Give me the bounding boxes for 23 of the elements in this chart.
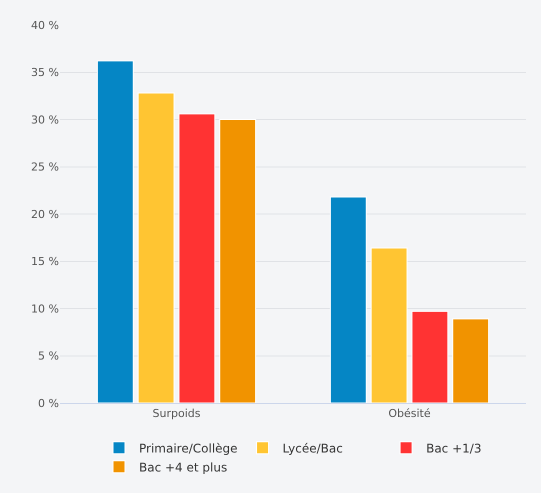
bar: [178, 113, 216, 403]
y-tick-label: 20 %: [31, 208, 59, 221]
y-tick-label: 5 %: [38, 350, 59, 363]
bar: [330, 196, 367, 403]
legend-label: Primaire/Collège: [139, 441, 238, 456]
y-tick-label: 35 %: [31, 66, 59, 80]
y-tick-label: 30 %: [31, 113, 59, 126]
legend-label: Lycée/Bac: [282, 441, 343, 456]
bar: [411, 310, 448, 403]
y-tick-label: 15 %: [31, 255, 59, 268]
y-tick-label: 40 %: [31, 18, 59, 32]
y-tick-label: 0 %: [38, 396, 59, 410]
x-tick-label: Surpoids: [152, 407, 201, 420]
bar: [452, 318, 490, 403]
bar: [370, 248, 408, 403]
legend-label: Bac +4 et plus: [139, 460, 228, 474]
bar: [138, 92, 175, 403]
y-tick-label: 10 %: [31, 302, 59, 316]
bar: [219, 119, 256, 403]
x-tick-label: Obésité: [388, 407, 431, 420]
y-tick-label: 25 %: [31, 160, 59, 174]
legend-label: Bac +1/3: [426, 441, 482, 456]
bar: [96, 60, 134, 403]
